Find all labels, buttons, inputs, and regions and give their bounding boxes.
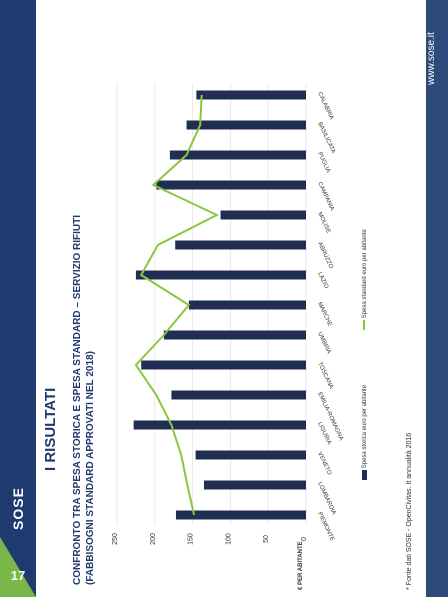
y-tick-label: 0 [301,537,308,541]
category-label-lazio: LAZIO [316,271,329,290]
y-axis-label: € PER ABITANTE [298,541,304,590]
corner-accent [0,537,36,597]
y-tick-label: 50 [263,535,270,543]
legend-label-historic: Spesa storica euro per abitante [362,384,369,469]
category-label-piemonte: PIEMONTE [316,511,335,542]
bar-toscana [141,360,306,370]
category-label-abruzzo: ABRUZZO [316,241,334,270]
category-label-calabria: CALABRIA [316,91,334,120]
bar-veneto [195,450,306,460]
bar-lombardia [203,480,306,490]
bar-puglia [169,150,306,160]
y-tick-label: 250 [112,533,119,545]
legend-swatch-historic [362,470,367,480]
website: www.sose.it [426,32,437,85]
chart-subtitle: (FABBISOGNI STANDARD APPROVATI NEL 2018) [85,351,96,585]
bar-piemonte [175,510,306,520]
y-tick-label: 150 [188,533,195,545]
legend-swatch-standard [363,320,366,330]
category-label-molise: MOLISE [316,211,331,234]
legend-item-standard: Spesa standard euro per abitante [362,229,368,330]
y-tick-label: 100 [225,533,232,545]
bar-basilicata [186,120,306,130]
legend-label-standard: Spesa standard euro per abitante [362,229,368,319]
category-label-veneto: VENETO [316,451,332,476]
bar-lazio [135,270,306,280]
category-label-umbria: UMBRIA [316,331,331,355]
category-label-toscana: TOSCANA [316,361,334,390]
page-number: 17 [10,568,26,583]
bar-emilia-romagna [171,390,306,400]
logo: SOSE [10,487,26,530]
standard-spend-line [134,94,220,516]
category-label-basilicata: BASILICATA [316,121,336,154]
bar-calabria [196,90,306,100]
right-band [426,0,448,597]
bar-molise [220,210,306,220]
y-tick-label: 200 [150,533,157,545]
bar-campania [156,180,306,190]
category-label-emilia-romagna: EMILIA-ROMAGNA [316,391,344,441]
bar-marche [188,300,306,310]
category-label-marche: MARCHE [316,301,332,327]
bar-umbria [163,330,306,340]
chart-title: CONFRONTO TRA SPESA STORICA E SPESA STAN… [72,214,83,585]
source-note: * Fonte dati SOSE - OpenCivitas. It annu… [406,432,413,590]
category-label-lombardia: LOMBARDIA [316,481,336,516]
bar-liguria [133,420,306,430]
category-label-puglia: PUGLIA [316,151,331,173]
category-label-liguria: LIGURIA [316,421,332,445]
bar-abruzzo [175,240,306,250]
legend-item-historic: Spesa storica euro per abitante [362,385,368,480]
section-title: I RISULTATI [42,383,59,475]
side-band [0,0,36,597]
category-label-campania: CAMPANIA [316,181,334,212]
